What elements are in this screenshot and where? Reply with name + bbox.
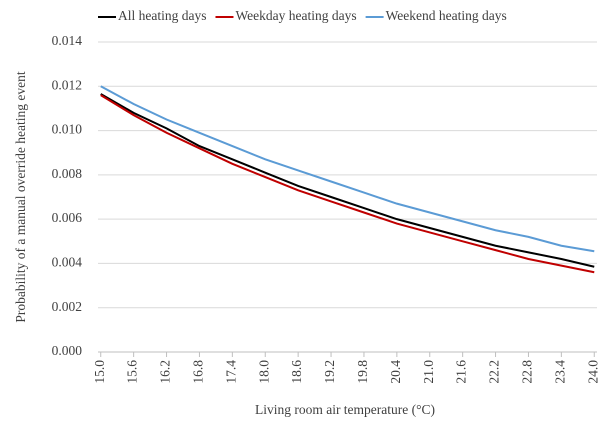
x-tick-label: 15.6	[125, 360, 140, 384]
x-tick-label: 23.4	[552, 360, 567, 384]
x-tick-label: 19.8	[355, 360, 370, 384]
y-tick-label: 0.008	[52, 166, 83, 181]
y-axis-title: Probability of a manual override heating…	[13, 71, 28, 322]
x-tick-label: 21.0	[421, 360, 436, 384]
y-tick-label: 0.000	[52, 343, 83, 358]
legend-label: All heating days	[118, 8, 206, 23]
line-series	[100, 94, 595, 274]
x-tick-label: 20.4	[388, 360, 403, 384]
x-tick-label: 22.8	[520, 360, 535, 384]
x-tick-label: 16.2	[158, 360, 173, 384]
y-tick-label: 0.004	[52, 255, 83, 270]
y-tick-label: 0.014	[52, 33, 83, 48]
x-tick-label: 21.6	[454, 360, 469, 384]
x-tick-label: 18.0	[256, 360, 271, 384]
y-tick-label: 0.010	[52, 122, 83, 137]
x-tick-label: 24.0	[585, 360, 600, 384]
x-tick-label: 17.4	[223, 360, 238, 384]
x-tick-label: 19.2	[322, 360, 337, 384]
legend-label: Weekend heating days	[386, 8, 507, 23]
x-tick-label: 22.2	[487, 360, 502, 384]
line-series	[100, 93, 595, 268]
y-tick-label: 0.002	[52, 299, 82, 314]
x-tick-label: 16.8	[191, 360, 206, 384]
x-tick-label: 18.6	[289, 360, 304, 384]
y-tick-label: 0.012	[52, 77, 82, 92]
x-axis-title: Living room air temperature (°C)	[255, 402, 435, 417]
y-tick-label: 0.006	[52, 210, 83, 225]
line-series	[100, 85, 595, 253]
legend-label: Weekday heating days	[235, 8, 356, 23]
x-tick-label: 15.0	[92, 360, 107, 384]
